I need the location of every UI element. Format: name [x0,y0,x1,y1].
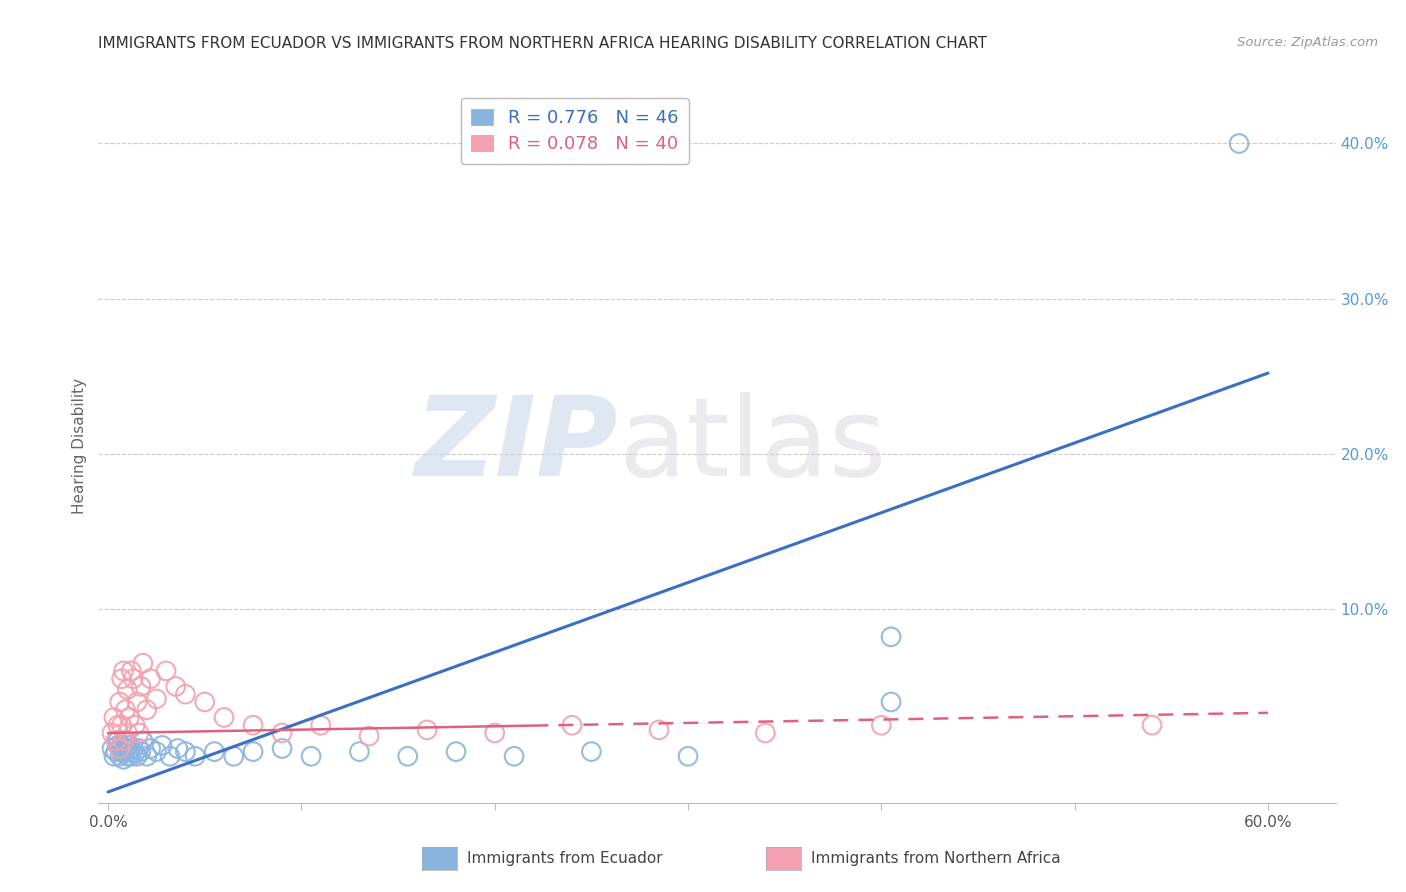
Point [880,695,903,709]
Point [127,695,149,709]
Point [184,749,207,764]
Point [139,672,162,686]
Point [166,741,188,756]
Point [349,745,371,759]
Point [309,718,332,732]
Point [112,752,135,766]
Point [145,745,167,759]
Point [112,733,135,747]
Point [271,726,294,740]
Point [396,749,419,764]
Point [111,718,134,732]
Text: atlas: atlas [619,392,887,500]
Point [359,729,381,743]
Point [676,749,699,764]
Point [129,745,152,759]
Point [104,745,127,759]
Point [118,745,141,759]
Point [103,749,125,764]
Point [754,726,776,740]
Point [174,687,197,701]
Point [128,726,150,740]
Point [120,664,142,678]
Text: ZIP: ZIP [415,392,619,500]
Point [114,741,136,756]
Point [135,703,157,717]
Point [132,656,155,670]
Point [159,749,181,764]
Point [107,733,129,747]
Point [120,749,142,764]
Point [124,718,146,732]
Text: Immigrants from Ecuador: Immigrants from Ecuador [467,851,662,865]
Point [165,680,187,694]
Point [648,723,671,737]
Point [107,739,129,753]
Text: Source: ZipAtlas.com: Source: ZipAtlas.com [1237,36,1378,49]
Point [111,745,134,759]
Point [124,746,146,760]
Point [150,739,173,753]
Point [108,749,131,764]
Point [194,695,217,709]
Point [155,664,177,678]
Point [132,733,155,747]
Point [1140,718,1163,732]
Point [127,749,149,764]
Point [444,745,467,759]
Point [122,741,145,756]
Point [222,749,245,764]
Point [242,718,264,732]
Point [271,741,294,756]
Point [561,718,583,732]
Point [204,745,226,759]
Point [118,739,141,753]
Point [101,741,124,756]
Point [299,749,322,764]
Point [581,745,603,759]
Point [242,745,264,759]
Point [880,630,903,644]
Legend: R = 0.776   N = 46, R = 0.078   N = 40: R = 0.776 N = 46, R = 0.078 N = 40 [461,98,689,163]
Point [503,749,526,764]
Point [111,672,134,686]
Point [129,680,152,694]
Point [118,710,141,724]
Point [174,745,197,759]
Point [117,726,139,740]
Point [112,664,135,678]
Point [114,733,136,747]
Point [108,741,131,756]
Point [112,746,135,760]
Point [117,749,139,764]
Point [484,726,506,740]
Point [870,718,893,732]
Point [108,695,131,709]
Point [107,718,129,732]
Point [135,749,157,764]
Point [103,710,125,724]
Point [117,741,139,756]
Point [416,723,439,737]
Point [128,741,150,756]
Point [117,682,139,697]
Text: IMMIGRANTS FROM ECUADOR VS IMMIGRANTS FROM NORTHERN AFRICA HEARING DISABILITY CO: IMMIGRANTS FROM ECUADOR VS IMMIGRANTS FR… [98,36,987,51]
Text: Immigrants from Northern Africa: Immigrants from Northern Africa [811,851,1062,865]
Point [1227,136,1250,151]
Point [145,691,167,706]
Point [122,672,145,686]
Point [139,741,162,756]
Point [212,710,235,724]
Point [108,741,131,756]
Point [101,726,124,740]
Point [114,703,136,717]
Point [111,739,134,753]
Y-axis label: Hearing Disability: Hearing Disability [72,378,87,514]
Point [104,733,127,747]
